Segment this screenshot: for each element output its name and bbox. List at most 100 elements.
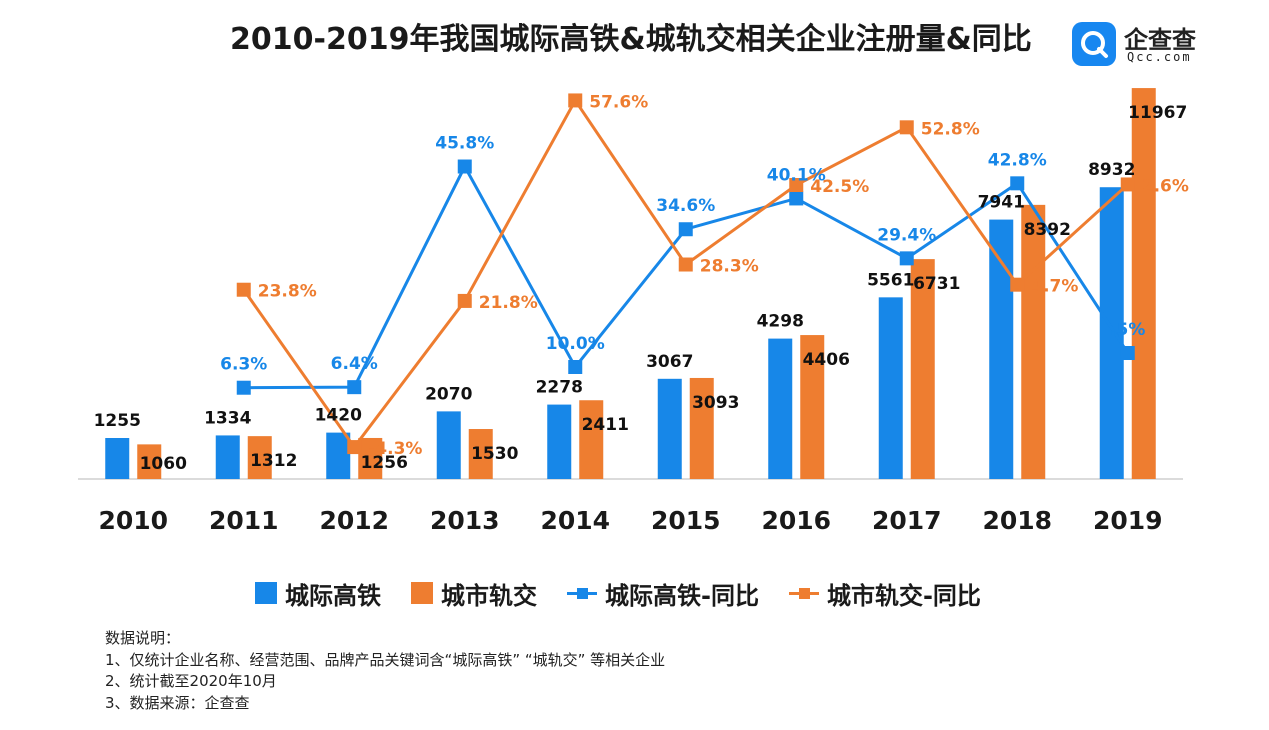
x-tick-label: 2011 <box>209 506 279 535</box>
data-label-urban-rail: 1060 <box>140 454 187 474</box>
intercity-yoy-marker <box>789 191 804 206</box>
data-label-intercity-yoy: 29.4% <box>877 225 936 245</box>
x-tick-label: 2012 <box>319 506 389 535</box>
notes-item: 3、数据来源：企查查 <box>105 693 250 712</box>
data-label-urban-rail: 1312 <box>250 451 297 471</box>
data-label-intercity: 1255 <box>94 411 141 431</box>
qcc-logo: 企查查 Qcc.com <box>1072 20 1202 68</box>
bar-urban-rail <box>689 377 714 479</box>
urban-rail-yoy-marker <box>678 257 693 272</box>
legend-item-intercity: 城际高铁 <box>255 576 381 611</box>
intercity-yoy-marker <box>1010 176 1025 191</box>
data-label-urban-rail: 1256 <box>361 453 408 473</box>
bar-urban-rail <box>137 444 162 479</box>
data-label-intercity: 5561 <box>867 270 914 290</box>
urban-rail-yoy-marker <box>236 282 251 297</box>
bar-intercity <box>989 219 1014 479</box>
legend: 城际高铁 城市轨交 城际高铁-同比 城市轨交-同比 <box>255 576 981 610</box>
bar-intercity <box>105 438 130 479</box>
data-label-intercity: 2070 <box>425 384 472 404</box>
chart-canvas: 1255 1060 1334 1312 1420 1256 2070 1530 2278 2411… <box>78 88 1189 535</box>
notes-heading: 数据说明： <box>105 629 181 647</box>
bar-intercity <box>326 432 351 479</box>
urban-rail-yoy-marker <box>347 440 362 455</box>
bar-urban-rail <box>247 436 272 479</box>
chart-title: 2010-2019年我国城际高铁&城轨交相关企业注册量&同比 <box>230 22 1032 57</box>
data-label-intercity: 2278 <box>536 378 583 398</box>
data-label-urban-rail-yoy: 57.6% <box>589 92 648 112</box>
urban-rail-yoy-marker <box>789 178 804 192</box>
legend-label-intercity: 城际高铁 <box>285 581 381 610</box>
data-label-intercity: 8932 <box>1088 160 1135 180</box>
data-label-urban-rail-yoy: 21.8% <box>479 293 538 313</box>
bar-intercity <box>215 435 240 479</box>
bar-urban-rail <box>1131 88 1156 479</box>
x-tick-label: 2010 <box>98 506 168 535</box>
data-notes: 数据说明： 1、仅统计企业名称、经营范围、品牌产品关键词含“城际高铁” “城轨交… <box>105 628 665 714</box>
legend-swatch-blue-bar <box>255 582 277 604</box>
data-label-urban-rail-yoy: -4.3% <box>368 439 422 459</box>
legend-swatch-blue-line <box>567 582 597 604</box>
notes-item: 1、仅统计企业名称、经营范围、品牌产品关键词含“城际高铁” “城轨交” 等相关企… <box>105 650 666 669</box>
intercity-yoy-marker <box>678 222 693 237</box>
legend-swatch-orange-bar <box>411 582 433 604</box>
data-label-urban-rail: 3093 <box>692 393 739 413</box>
bar-urban-rail <box>358 437 383 479</box>
data-label-urban-rail: 6731 <box>913 274 960 294</box>
x-tick-label: 2014 <box>540 506 610 535</box>
bar-urban-rail <box>910 259 935 479</box>
bar-urban-rail <box>468 429 493 479</box>
data-label-urban-rail-yoy: 28.3% <box>700 257 759 277</box>
intercity-yoy-marker <box>1120 346 1135 360</box>
urban-rail-yoy-marker <box>568 93 583 108</box>
data-label-intercity-yoy: 34.6% <box>656 196 715 216</box>
data-label-urban-rail-yoy: 23.8% <box>258 282 317 302</box>
legend-item-urban-rail-yoy: 城市轨交-同比 <box>788 576 981 611</box>
data-label-intercity-yoy: 45.8% <box>435 134 494 154</box>
data-label-intercity: 1334 <box>204 408 251 428</box>
bar-intercity <box>878 297 903 479</box>
bar-urban-rail <box>800 335 825 479</box>
data-label-intercity-yoy: 10.0% <box>546 334 605 354</box>
x-tick-label: 2019 <box>1093 506 1163 535</box>
legend-label-intercity-yoy: 城际高铁-同比 <box>605 581 759 610</box>
data-label-intercity-yoy: 6.4% <box>331 354 378 374</box>
data-label-urban-rail-yoy: 52.8% <box>921 119 980 139</box>
data-label-urban-rail-yoy: 4.7% <box>1031 277 1078 297</box>
bar-intercity <box>768 338 793 479</box>
logo-domain: Qcc.com <box>1127 50 1192 64</box>
urban-rail-yoy-marker <box>899 120 914 135</box>
intercity-yoy-marker <box>568 360 583 374</box>
bar-urban-rail <box>579 400 604 479</box>
data-label-urban-rail: 1530 <box>471 444 518 464</box>
intercity-yoy-marker <box>899 251 914 266</box>
bar-urban-rail <box>1021 204 1046 479</box>
x-tick-label: 2018 <box>982 506 1052 535</box>
data-label-urban-rail-yoy: 2.6% <box>1142 176 1189 196</box>
data-label-urban-rail: 4406 <box>803 350 850 370</box>
data-label-intercity: 1420 <box>315 406 362 426</box>
data-label-intercity-yoy: 6.3% <box>220 355 267 375</box>
data-label-urban-rail: 8392 <box>1024 220 1071 240</box>
data-label-intercity: 7941 <box>978 193 1025 213</box>
legend-swatch-orange-line <box>788 582 819 604</box>
bar-intercity <box>547 404 572 479</box>
urban-rail-yoy-marker <box>1120 177 1135 192</box>
urban-rail-yoy-marker <box>457 293 472 308</box>
x-tick-label: 2016 <box>761 506 831 535</box>
data-label-urban-rail: 2411 <box>582 415 629 435</box>
bar-intercity <box>657 378 682 479</box>
qcc-logo-icon <box>1072 22 1116 66</box>
data-label-intercity-yoy: 42.8% <box>988 150 1047 170</box>
intercity-yoy-marker <box>236 380 251 395</box>
urban-rail-yoy-marker <box>1010 277 1025 292</box>
x-tick-label: 2013 <box>430 506 500 535</box>
bar-intercity <box>1099 187 1124 480</box>
bar-intercity <box>436 411 461 479</box>
legend-item-intercity-yoy: 城际高铁-同比 <box>567 576 759 611</box>
legend-label-urban-rail-yoy: 城市轨交-同比 <box>826 581 981 610</box>
data-label-urban-rail: 11967 <box>1128 103 1187 123</box>
x-tick-label: 2017 <box>872 506 942 535</box>
data-label-intercity-yoy: 40.1% <box>767 165 826 185</box>
legend-item-urban-rail: 城市轨交 <box>411 576 537 611</box>
